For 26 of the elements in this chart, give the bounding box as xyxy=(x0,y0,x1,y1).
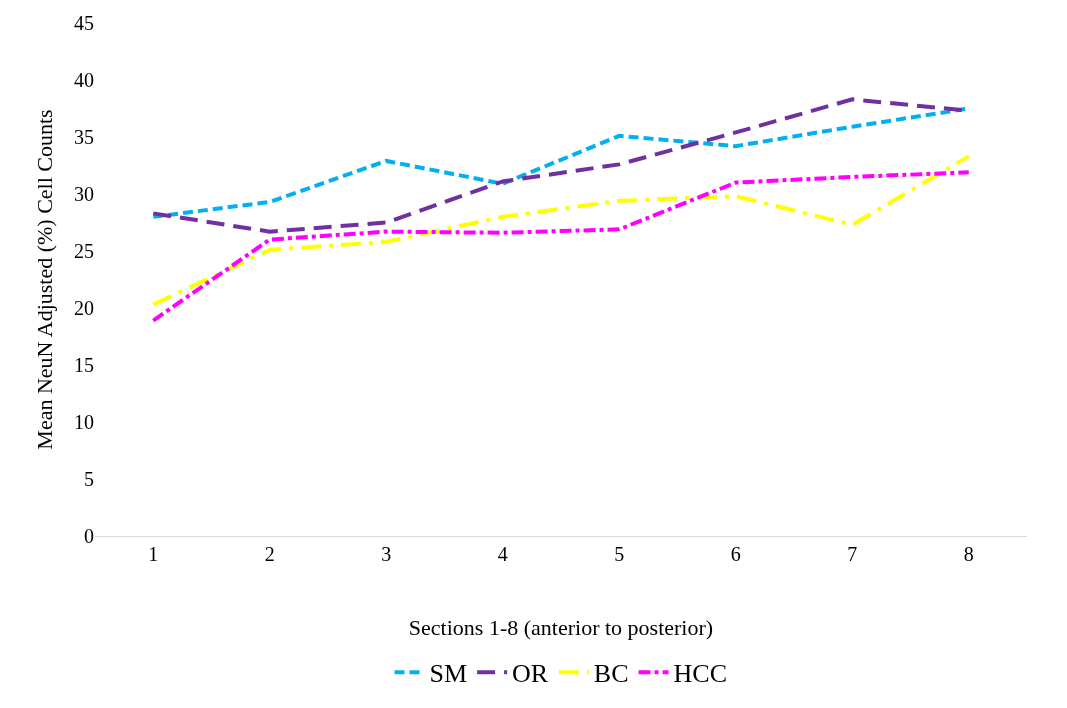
line-series xyxy=(151,154,971,307)
legend-label: HCC xyxy=(673,659,728,689)
y-tick-label: 25 xyxy=(74,240,94,262)
x-tick-label: 7 xyxy=(847,543,858,565)
y-tick-label: 40 xyxy=(74,69,94,91)
x-tick-label: 5 xyxy=(614,543,625,565)
y-tick-label: 30 xyxy=(74,183,94,205)
x-tick-label: 4 xyxy=(497,543,508,565)
y-tick-label: 20 xyxy=(74,297,94,319)
y-tick-label: 15 xyxy=(74,354,94,376)
x-tick-label: 2 xyxy=(264,543,275,565)
legend-label: SM xyxy=(429,659,468,689)
y-tick-label: 5 xyxy=(84,468,94,490)
y-axis-title: Mean NeuN Adjusted (%) Cell Counts xyxy=(31,109,57,450)
y-tick-label: 45 xyxy=(74,12,94,34)
y-tick-label: 0 xyxy=(84,525,94,547)
y-tick-label: 10 xyxy=(74,411,94,433)
x-tick-label: 3 xyxy=(381,543,392,565)
x-tick-label: 8 xyxy=(963,543,974,565)
y-tick-label: 35 xyxy=(74,126,94,148)
x-tick-label: 6 xyxy=(730,543,741,565)
legend-label: OR xyxy=(512,659,549,689)
x-tick-label: 1 xyxy=(148,543,159,565)
x-axis-title: Sections 1-8 (anterior to posterior) xyxy=(408,614,714,640)
line-series xyxy=(151,170,971,323)
legend-label: BC xyxy=(593,659,629,689)
